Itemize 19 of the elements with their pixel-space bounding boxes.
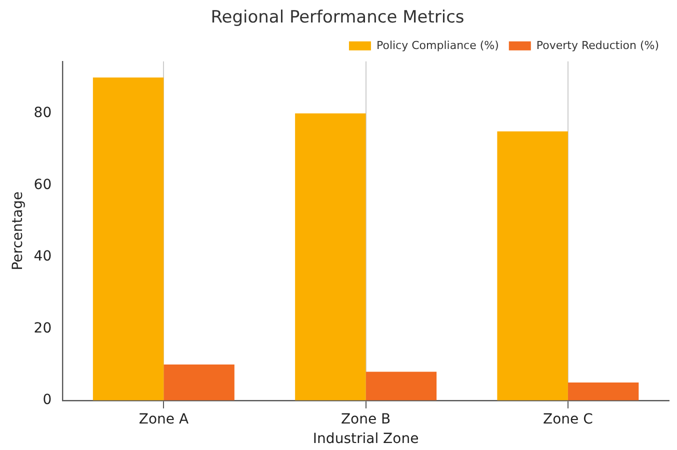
y-tick-label: 80 (34, 105, 52, 122)
legend-label: Poverty Reduction (%) (536, 38, 660, 52)
y-axis-title: Percentage (10, 192, 26, 270)
bar (295, 113, 366, 400)
x-tick-label: Zone C (543, 411, 594, 428)
y-tick-label: 20 (34, 320, 52, 336)
bar (497, 131, 568, 400)
x-tick-label: Zone B (340, 411, 391, 428)
bar (92, 78, 164, 400)
y-tick-label: 40 (34, 248, 52, 265)
chart-title: Regional Performance Metrics (210, 8, 464, 28)
bar (366, 372, 437, 400)
x-tick-label: Zone A (138, 411, 189, 428)
bar (164, 364, 234, 400)
bar (568, 382, 639, 400)
y-tick-label: 60 (34, 176, 52, 193)
legend-label: Policy Compliance (%) (376, 38, 499, 52)
x-axis-title: Industrial Zone (312, 431, 419, 448)
y-tick-label: 0 (42, 392, 52, 408)
